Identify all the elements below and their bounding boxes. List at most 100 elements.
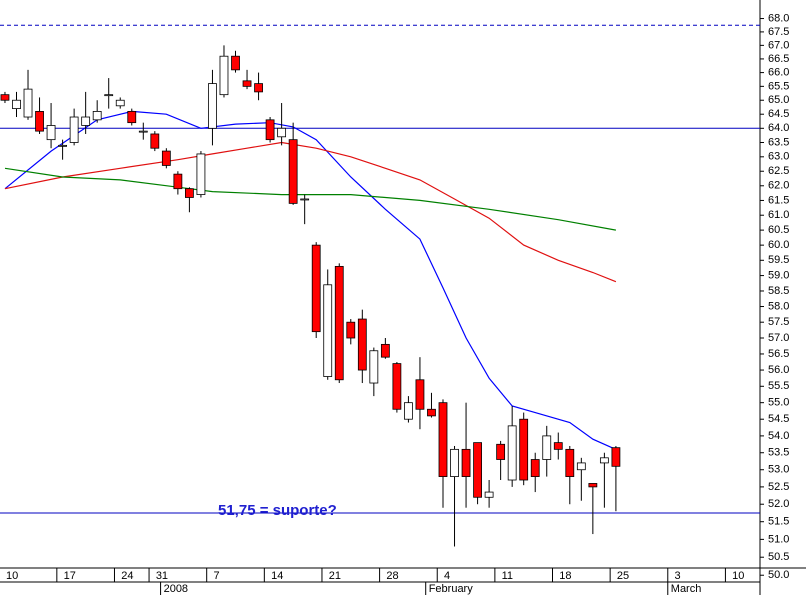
candle-body bbox=[473, 442, 482, 498]
y-tick-label: 60.0 bbox=[768, 239, 789, 251]
y-tick-label: 62.5 bbox=[768, 165, 789, 177]
x-tick-label: 21 bbox=[329, 570, 341, 582]
candle-body bbox=[161, 150, 171, 166]
y-tick-label: 59.5 bbox=[768, 254, 789, 266]
candle-body bbox=[507, 425, 517, 481]
candle-body bbox=[265, 119, 275, 141]
candle-body bbox=[127, 111, 137, 124]
x-tick-label: 10 bbox=[6, 570, 18, 582]
y-tick-label: 61.5 bbox=[768, 194, 789, 206]
candle-body bbox=[184, 188, 194, 198]
moving-average-line bbox=[4, 141, 617, 283]
candle-body bbox=[392, 363, 402, 410]
x-tick-label: 31 bbox=[156, 570, 168, 582]
y-tick-label: 64.0 bbox=[768, 122, 789, 134]
candle-body bbox=[565, 448, 575, 477]
y-tick-label: 65.5 bbox=[768, 80, 789, 92]
candle-body bbox=[334, 265, 344, 381]
y-tick-label: 52.5 bbox=[768, 481, 789, 493]
candle-body bbox=[138, 130, 148, 133]
y-tick-label: 67.5 bbox=[768, 26, 789, 38]
y-tick-label: 59.0 bbox=[768, 269, 789, 281]
y-tick-label: 57.0 bbox=[768, 332, 789, 344]
x-tick-label: 11 bbox=[502, 570, 513, 582]
x-tick-label: 3 bbox=[675, 570, 681, 582]
candle-body bbox=[576, 462, 586, 471]
candle-body bbox=[231, 55, 240, 71]
candle-body bbox=[219, 55, 229, 96]
candle-body bbox=[58, 144, 67, 147]
candle-body bbox=[461, 448, 471, 477]
y-tick-label: 63.5 bbox=[768, 136, 789, 148]
x-tick-label: 4 bbox=[444, 570, 450, 582]
candle-body bbox=[323, 284, 333, 377]
candle-body bbox=[104, 94, 114, 97]
month-label: February bbox=[429, 583, 474, 595]
candle-body bbox=[35, 111, 44, 132]
candle-body bbox=[115, 99, 125, 107]
candle-body bbox=[300, 198, 310, 201]
candle-body bbox=[242, 80, 252, 87]
y-tick-label: 50.5 bbox=[768, 551, 789, 563]
y-tick-label: 67.0 bbox=[768, 39, 789, 51]
moving-average-line bbox=[4, 110, 617, 450]
y-tick-label: 52.0 bbox=[768, 498, 789, 510]
candle-body bbox=[81, 116, 91, 126]
candle-body bbox=[357, 318, 367, 371]
y-tick-label: 51.0 bbox=[768, 533, 789, 545]
candle-body bbox=[196, 153, 206, 195]
x-tick-label: 10 bbox=[732, 570, 744, 582]
y-tick-label: 56.5 bbox=[768, 348, 789, 360]
y-tick-label: 56.0 bbox=[768, 364, 789, 376]
y-tick-label: 55.0 bbox=[768, 397, 789, 409]
y-tick-label: 61.0 bbox=[768, 209, 789, 221]
y-tick-label: 53.5 bbox=[768, 447, 789, 459]
candle-body bbox=[173, 173, 183, 190]
candle-body bbox=[12, 99, 21, 110]
candle-body bbox=[369, 350, 379, 384]
y-tick-label: 54.0 bbox=[768, 430, 789, 442]
candle-body bbox=[415, 379, 425, 410]
annotation: 51,75 = suporte? bbox=[218, 502, 337, 519]
x-tick-label: 24 bbox=[121, 570, 133, 582]
y-tick-label: 58.0 bbox=[768, 300, 789, 312]
x-tick-label: 25 bbox=[617, 570, 629, 582]
candle-body bbox=[404, 402, 413, 420]
candle-body bbox=[450, 448, 459, 477]
y-tick-label: 63.0 bbox=[768, 151, 789, 163]
candle-body bbox=[208, 83, 217, 129]
y-tick-label: 66.0 bbox=[768, 66, 789, 78]
y-tick-label: 53.0 bbox=[768, 464, 789, 476]
x-tick-label: 14 bbox=[271, 570, 283, 582]
moving-average-line bbox=[4, 167, 617, 231]
candle-body bbox=[69, 116, 79, 143]
candle-body bbox=[380, 343, 390, 358]
y-tick-label: 58.5 bbox=[768, 285, 789, 297]
y-tick-label: 57.5 bbox=[768, 316, 789, 328]
candle-body bbox=[519, 418, 529, 481]
y-tick-label: 62.0 bbox=[768, 180, 789, 192]
candle-body bbox=[484, 491, 494, 498]
y-tick-label: 64.5 bbox=[768, 108, 789, 120]
y-tick-label: 51.5 bbox=[768, 516, 789, 528]
candle-body bbox=[530, 459, 540, 477]
x-tick-label: 28 bbox=[386, 570, 398, 582]
candle-body bbox=[23, 88, 33, 118]
y-tick-label: 50.0 bbox=[768, 569, 789, 581]
y-tick-label: 60.5 bbox=[768, 224, 789, 236]
candle-body bbox=[542, 435, 552, 460]
candle-body bbox=[0, 94, 10, 101]
candle-body bbox=[254, 83, 263, 93]
candle-body bbox=[553, 442, 563, 450]
y-tick-label: 54.5 bbox=[768, 413, 789, 425]
candle-body bbox=[346, 321, 356, 339]
candle-body bbox=[277, 127, 287, 138]
candle-body bbox=[588, 483, 598, 488]
candle-body bbox=[288, 139, 298, 204]
y-tick-label: 68.0 bbox=[768, 12, 789, 24]
candle-body bbox=[438, 402, 448, 477]
x-tick-label: 17 bbox=[64, 570, 76, 582]
candle-body bbox=[46, 125, 56, 141]
